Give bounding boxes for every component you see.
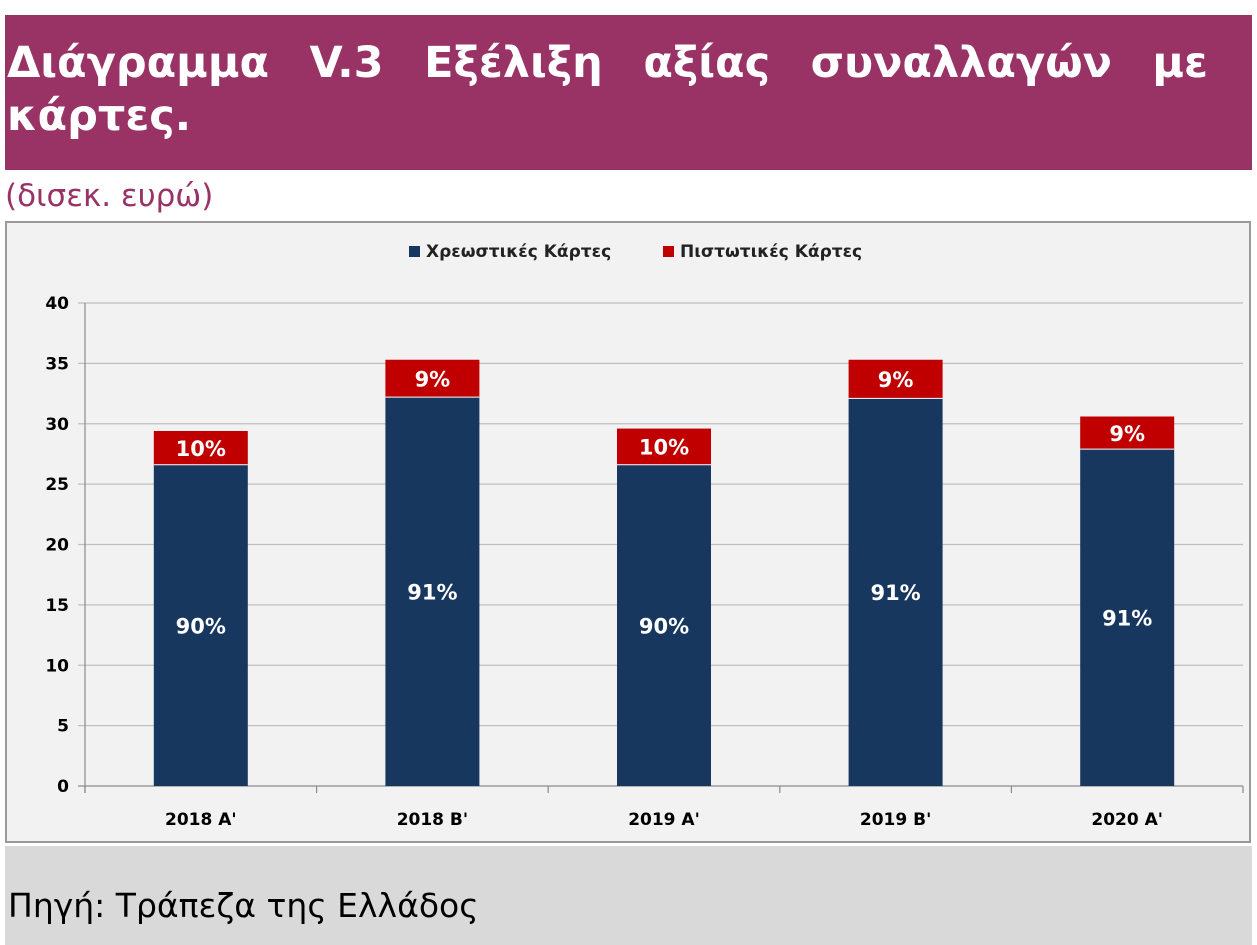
credit-share-label: 10% <box>639 436 689 460</box>
debit-share-label: 91% <box>870 581 920 605</box>
y-tick-label: 5 <box>57 717 69 737</box>
debit-share-label: 90% <box>639 614 689 638</box>
chart-frame: 0 5 10 15 20 25 30 35 40 90% 10% 2018 A' 91% 9% 2018 B… <box>5 221 1251 843</box>
legend-swatch-credit <box>663 246 674 257</box>
legend-swatch-debit <box>409 246 420 257</box>
y-tick-label: 30 <box>45 415 69 435</box>
credit-share-label: 9% <box>878 368 914 392</box>
credit-bar <box>385 359 480 398</box>
credit-bar <box>1080 416 1175 450</box>
debit-share-label: 91% <box>1102 607 1152 631</box>
y-tick-label: 35 <box>45 354 69 374</box>
y-tick-label: 10 <box>45 656 69 676</box>
y-tick-label: 25 <box>45 475 69 495</box>
chart-unit-label: (δισεκ. ευρώ) <box>5 178 214 214</box>
credit-share-label: 9% <box>415 367 451 391</box>
source-footer: Πηγή: Τράπεζα της Ελλάδος <box>5 846 1252 945</box>
credit-bar <box>617 428 711 465</box>
legend-label-credit: Πιστωτικές Κάρτες <box>680 242 862 262</box>
credit-share-label: 9% <box>1109 422 1145 446</box>
x-category-label: 2018 B' <box>397 810 468 830</box>
x-category-label: 2019 A' <box>628 810 700 830</box>
debit-share-label: 91% <box>407 581 457 605</box>
y-tick-label: 0 <box>57 777 69 797</box>
y-tick-label: 40 <box>45 294 69 314</box>
debit-share-label: 90% <box>176 614 226 638</box>
debit-bar <box>153 464 248 786</box>
y-tick-label: 15 <box>45 596 69 616</box>
x-category-label: 2019 B' <box>860 810 931 830</box>
debit-bar <box>1080 449 1175 786</box>
credit-bar <box>153 430 248 465</box>
chart-title-bar: Διάγραμμα V.3 Εξέλιξη αξίας συναλλαγών μ… <box>5 15 1252 170</box>
debit-bar <box>385 397 480 786</box>
x-category-label: 2018 A' <box>165 810 237 830</box>
debit-bar <box>617 464 711 786</box>
credit-bar <box>848 359 943 399</box>
chart-title: Διάγραμμα V.3 Εξέλιξη αξίας συναλλαγών μ… <box>7 38 1208 141</box>
legend-label-debit: Χρεωστικές Κάρτες <box>426 242 611 262</box>
y-tick-label: 20 <box>45 536 69 556</box>
source-note: Πηγή: Τράπεζα της Ελλάδος <box>8 886 479 925</box>
credit-share-label: 10% <box>176 437 226 461</box>
debit-bar <box>848 398 943 786</box>
stacked-bar-chart: 0 5 10 15 20 25 30 35 40 90% 10% 2018 A' 91% 9% 2018 B… <box>45 242 1244 830</box>
x-category-label: 2020 A' <box>1091 810 1163 830</box>
